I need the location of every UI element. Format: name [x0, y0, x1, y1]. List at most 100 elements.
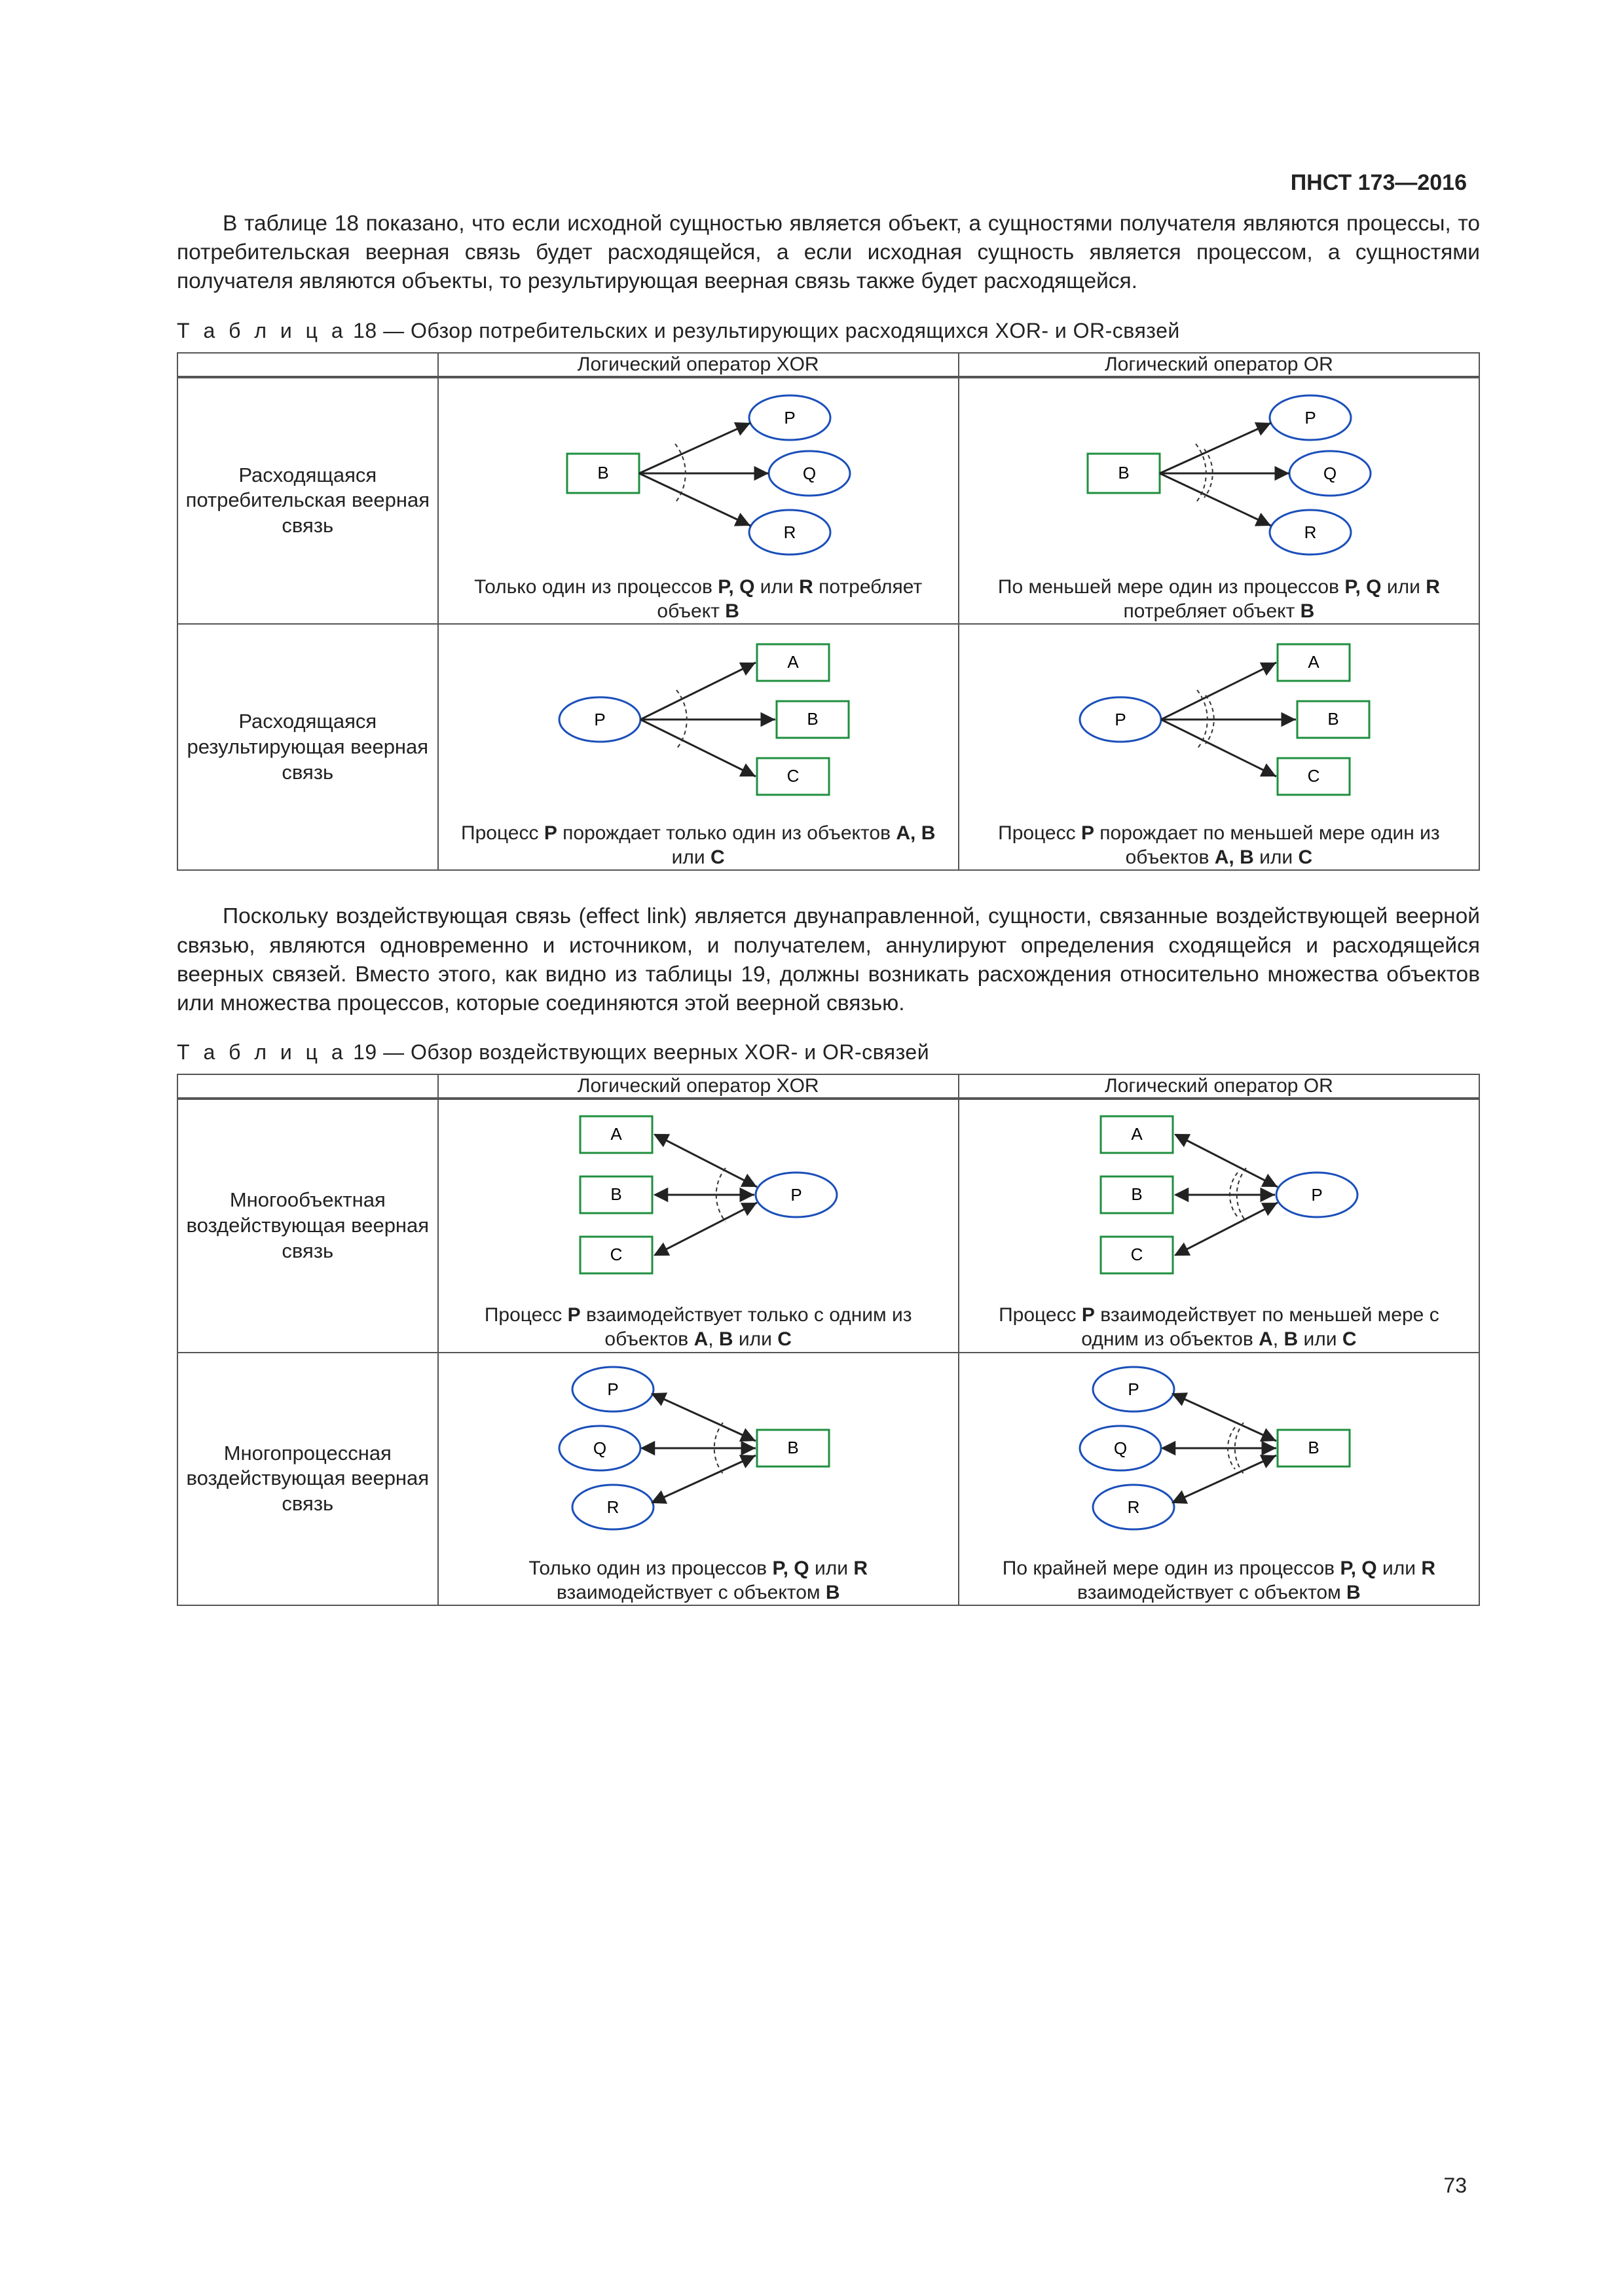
diagram-caption: Только один из процессов P, Q или R взаи… — [439, 1556, 958, 1605]
table-row: Логический оператор XOR Логический опера… — [177, 353, 1479, 377]
cell-t19-r2-or: P Q R B По крайней мере од — [959, 1353, 1479, 1605]
table-row: Логический оператор XOR Логический опера… — [177, 1074, 1479, 1099]
svg-text:P: P — [1312, 1185, 1323, 1205]
svg-text:C: C — [1131, 1245, 1143, 1264]
cell-t18-r1-xor: B P Q R Только один из про — [438, 377, 959, 624]
cap-txt: или — [754, 576, 799, 598]
cap-bold: P — [1081, 822, 1094, 844]
svg-text:P: P — [784, 408, 796, 428]
svg-text:A: A — [1308, 652, 1320, 672]
cell-t18-r1-or: B P Q R По ме — [959, 377, 1479, 624]
caption-prefix: Т а б л и ц а — [177, 319, 347, 342]
svg-text:P: P — [1305, 408, 1316, 428]
cap-txt: или — [733, 1328, 778, 1350]
svg-text:R: R — [1128, 1497, 1140, 1517]
table-row: Многообъектная воздействующая веерная св… — [177, 1099, 1479, 1352]
diagram-caption: Только один из процессов P, Q или R потр… — [439, 575, 958, 623]
cap-bold: B — [826, 1582, 840, 1603]
cap-bold: P, Q — [718, 576, 754, 598]
svg-text:C: C — [1308, 766, 1320, 786]
diagram-b-to-pqr-or: B P Q R — [1035, 378, 1402, 568]
cap-txt: или — [672, 847, 710, 868]
svg-text:A: A — [788, 652, 800, 672]
cap-txt: По крайней мере один из процессов — [1003, 1558, 1340, 1579]
th-empty — [177, 353, 438, 377]
cell-t19-r2-xor: P Q R B Только один из процессов P, Q и — [438, 1353, 959, 1605]
cap-txt: или — [1377, 1558, 1422, 1579]
svg-text:A: A — [1132, 1124, 1143, 1144]
cap-bold: C — [1342, 1328, 1357, 1350]
diagram-b-to-pqr-xor: B P Q R — [515, 378, 881, 568]
table-row: Расходящаяся результирующая веерная связ… — [177, 624, 1479, 870]
cap-txt: или — [809, 1558, 854, 1579]
svg-text:B: B — [1328, 709, 1339, 729]
table-row: Многопроцесс­ная воздейству­ющая веерная… — [177, 1353, 1479, 1605]
caption-rest: 19 — Обзор воздействующих веерных XOR- и… — [347, 1040, 929, 1064]
th-empty — [177, 1074, 438, 1099]
diagram-caption: Процесс P взаимодействует только с одним… — [439, 1303, 958, 1351]
cap-txt: взаимодействует с объектом — [557, 1582, 826, 1603]
diagram-caption: По крайней мере один из процессов P, Q и… — [959, 1556, 1479, 1605]
cap-txt: порождает только один из объектов — [557, 822, 896, 844]
diagram-caption: Процесс P взаимодействует по меньшей мер… — [959, 1303, 1479, 1351]
table19-caption: Т а б л и ц а 19 — Обзор воздействующих … — [177, 1040, 1480, 1065]
cap-bold: P — [568, 1304, 581, 1326]
svg-text:B: B — [1118, 463, 1130, 483]
diagram-p-to-abc-or: P A B C — [1035, 625, 1402, 814]
cap-txt: или — [1254, 847, 1299, 868]
row-label: Расходящаяся результирующая веерная связ… — [177, 624, 438, 870]
cap-bold: R — [1426, 576, 1440, 598]
cell-t18-r2-or: P A B C Процесс P порождае — [959, 624, 1479, 870]
cap-bold: C — [777, 1328, 792, 1350]
svg-text:P: P — [1128, 1379, 1139, 1399]
cap-bold: P — [544, 822, 557, 844]
cap-bold: P, Q — [772, 1558, 809, 1579]
cap-bold: B — [719, 1328, 733, 1350]
cap-bold: R — [853, 1558, 868, 1579]
svg-text:R: R — [607, 1497, 619, 1517]
paragraph-2: Поскольку воздействующая связь (effect l… — [177, 902, 1480, 1018]
svg-text:Q: Q — [593, 1438, 606, 1458]
cap-txt: или — [1382, 576, 1426, 598]
diagram-abc-p-xor: A B C P — [515, 1100, 881, 1296]
diagram-caption: Процесс P порождает по меньшей мере один… — [959, 821, 1479, 869]
cap-bold: C — [710, 847, 725, 868]
cap-bold: P, Q — [1344, 576, 1381, 598]
diagram-pqr-b-xor: P Q R B — [515, 1353, 881, 1550]
cap-txt: потребляет объект — [1123, 600, 1300, 622]
cap-bold: B — [1346, 1582, 1361, 1603]
cap-bold: P, Q — [1340, 1558, 1376, 1579]
cap-bold: A, B — [896, 822, 935, 844]
cap-bold: R — [1421, 1558, 1435, 1579]
cap-txt: взаимодействует с объектом — [1077, 1582, 1346, 1603]
cap-txt: Только один из процессов — [474, 576, 718, 598]
cap-txt: Процесс — [998, 822, 1081, 844]
svg-text:C: C — [787, 766, 800, 786]
cap-bold: A, B — [1215, 847, 1254, 868]
cap-bold: A — [694, 1328, 709, 1350]
row-label: Многопроцесс­ная воздейству­ющая веерная… — [177, 1353, 438, 1605]
cap-txt: или — [1298, 1328, 1342, 1350]
diagram-caption: По меньшей мере один из процессов P, Q и… — [959, 575, 1479, 623]
th-xor: Логический оператор XOR — [438, 1074, 959, 1099]
cell-t19-r1-xor: A B C P Процесс P взаимодействует тольк — [438, 1099, 959, 1352]
document-id: ПНСТ 173—2016 — [1291, 170, 1467, 196]
cap-bold: В — [725, 600, 739, 622]
cap-bold: B — [1283, 1328, 1298, 1350]
diagram-pqr-b-or: P Q R B — [1035, 1353, 1402, 1550]
table18-caption: Т а б л и ц а 18 — Обзор потребительских… — [177, 319, 1480, 343]
svg-text:A: A — [611, 1124, 623, 1144]
cap-txt: Процесс — [485, 1304, 568, 1326]
svg-text:P: P — [791, 1185, 802, 1205]
cap-txt: , — [708, 1328, 719, 1350]
caption-rest: 18 — Обзор потребительских и результирую… — [347, 319, 1180, 342]
table-row: Расходящаяся потребительская веерная свя… — [177, 377, 1479, 624]
cap-bold: C — [1298, 847, 1312, 868]
page: ПНСТ 173—2016 В таблице 18 показано, что… — [0, 0, 1624, 2296]
svg-text:B: B — [598, 463, 609, 483]
cap-txt: По меньшей мере один из процессов — [998, 576, 1344, 598]
svg-text:Q: Q — [1323, 464, 1337, 483]
th-xor: Логический оператор XOR — [438, 353, 959, 377]
diagram-caption: Процесс P порождает только один из объек… — [439, 821, 958, 869]
th-or: Логический оператор OR — [959, 353, 1479, 377]
